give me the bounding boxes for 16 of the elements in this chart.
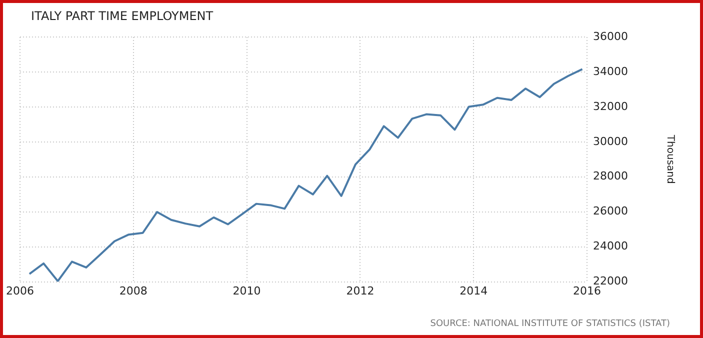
x-tick-label: 2006 — [6, 284, 34, 298]
y-tick-label: 34000 — [593, 64, 628, 78]
y-tick-label: 28000 — [593, 170, 628, 183]
y-tick-label: 24000 — [593, 240, 628, 253]
y-axis-title: Thousand — [664, 134, 676, 184]
x-tick-label: 2012 — [346, 284, 374, 298]
y-tick-label: 36000 — [593, 30, 628, 43]
source-note: SOURCE: NATIONAL INSTITUTE OF STATISTICS (ISTAT) — [430, 319, 670, 329]
y-tick-label: 32000 — [593, 100, 628, 113]
y-tick-label: 26000 — [593, 204, 628, 218]
x-tick-label: 2008 — [119, 284, 148, 298]
x-tick-label: 2014 — [460, 284, 488, 298]
x-tick-label: 2016 — [573, 284, 602, 298]
y-tick-label: 30000 — [593, 134, 628, 148]
chart-title: ITALY PART TIME EMPLOYMENT — [31, 9, 214, 23]
x-tick-label: 2010 — [232, 284, 261, 298]
